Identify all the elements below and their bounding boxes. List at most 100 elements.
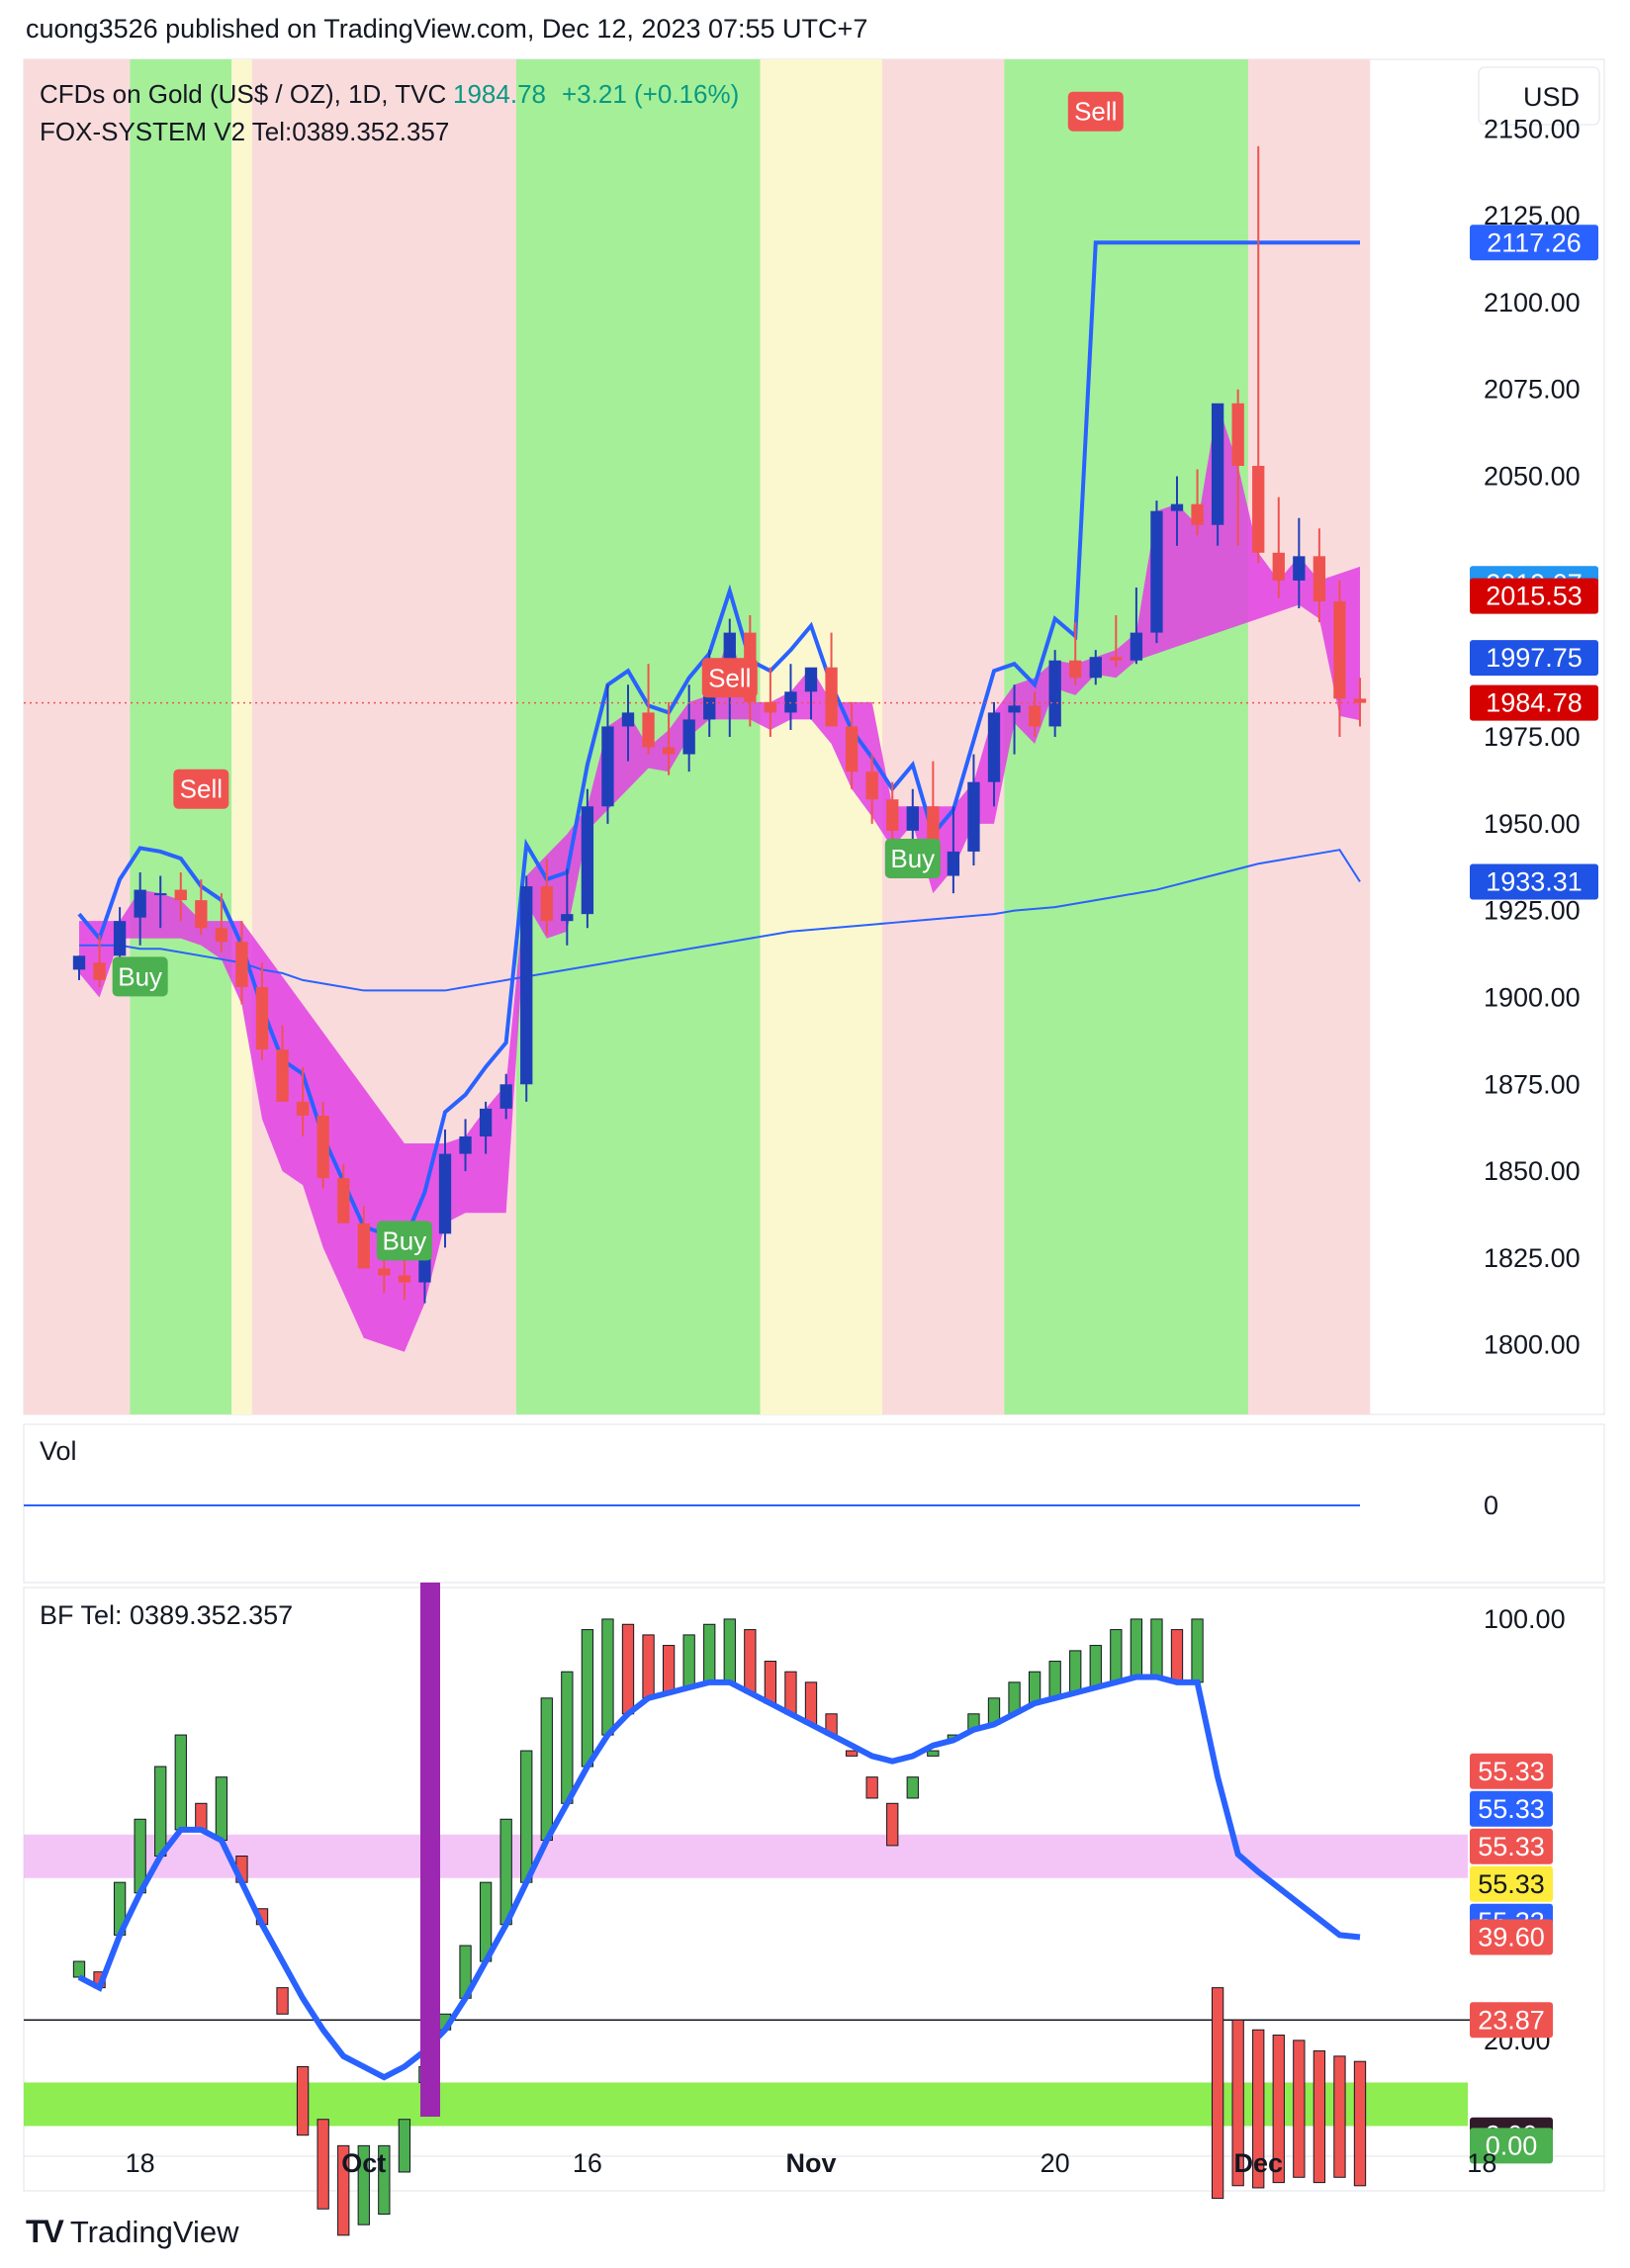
oscillator-bar	[520, 1750, 533, 1883]
candle-body	[235, 942, 248, 987]
oscillator-tag-label: 23.87	[1478, 2005, 1545, 2035]
background-zone	[24, 59, 131, 1414]
price-axis-label: 2050.00	[1484, 462, 1581, 492]
time-axis-label: 18	[126, 2148, 155, 2178]
candle-body	[296, 1101, 310, 1116]
oscillator-tag	[1470, 1919, 1553, 1955]
oscillator-bar	[1211, 1987, 1224, 2200]
volume-title: Vol	[40, 1436, 77, 1466]
indicator-cloud	[79, 403, 1360, 1352]
candle-body	[804, 667, 818, 692]
oscillator-tag	[1470, 2128, 1553, 2164]
oscillator-bar	[723, 1618, 736, 1683]
currency-label: USD	[1523, 82, 1580, 112]
oscillator-bar	[906, 1776, 919, 1799]
candle-body	[255, 986, 269, 1050]
price-axis-label: 1800.00	[1484, 1330, 1581, 1360]
price-axis-label: 2075.00	[1484, 375, 1581, 405]
tradingview-logo-icon: TV	[26, 2214, 64, 2249]
oscillator-bar	[540, 1697, 553, 1842]
oscillator-tag-label: 55.33	[1478, 1757, 1545, 1786]
candle-body	[357, 1223, 370, 1269]
oscillator-tag-label: 55.33	[1478, 1794, 1545, 1824]
candle-body	[1048, 660, 1061, 727]
candle-body	[337, 1178, 350, 1224]
oscillator-bar	[1313, 2050, 1326, 2184]
oscillator-bar	[845, 1750, 859, 1757]
price-tag	[1470, 684, 1598, 721]
price-axis-label: 1950.00	[1484, 809, 1581, 839]
candle-body	[1293, 556, 1306, 581]
candle-body	[1231, 403, 1244, 466]
price-tag	[1470, 578, 1598, 614]
candle-body	[947, 851, 960, 876]
price-axis-label: 1875.00	[1484, 1069, 1581, 1099]
candle-body	[703, 694, 716, 720]
oscillator-tag-label: 55.33	[1478, 1832, 1545, 1861]
candle-body	[1150, 510, 1163, 633]
signal-sell-badge	[1067, 91, 1124, 132]
oscillator-tag	[1470, 1828, 1553, 1864]
oscillator-bar	[317, 2119, 329, 2210]
candle-body	[764, 701, 777, 713]
oscillator-bar	[601, 1618, 614, 1736]
last-price-text: 1984.78	[453, 79, 546, 109]
oscillator-bar	[1069, 1650, 1082, 1693]
oscillator-tag-label: 39.60	[1478, 1923, 1545, 1952]
oscillator-bar	[581, 1629, 594, 1768]
oscillator-bar	[561, 1671, 574, 1804]
oscillator-bar	[1252, 2029, 1265, 2189]
oscillator-bar	[1170, 1629, 1184, 1683]
currency-box	[1478, 66, 1600, 126]
candle-body	[1252, 466, 1265, 553]
oscillator-bar	[378, 2144, 391, 2216]
vertical-marker	[420, 1583, 440, 2117]
oscillator-axis-label: 100.00	[1484, 1604, 1566, 1634]
oscillator-bar	[296, 2065, 310, 2136]
signal-sell-label: Sell	[1074, 97, 1117, 127]
oscillator-tag	[1470, 1865, 1553, 1902]
oscillator-tag	[1470, 1790, 1553, 1827]
time-axis-label: Nov	[785, 2148, 836, 2178]
candle-body	[1211, 403, 1224, 525]
price-tag-label: 2117.26	[1487, 227, 1582, 257]
price-tag-label: 1933.31	[1486, 866, 1583, 896]
candle-body	[215, 928, 228, 943]
candle-body	[1089, 657, 1102, 679]
trend-line	[77, 240, 1360, 1243]
price-tag	[1470, 863, 1598, 900]
oscillator-bar	[215, 1776, 228, 1842]
oscillator-bar	[499, 1818, 512, 1926]
price-change-text: +3.21 (+0.16%)	[562, 79, 739, 109]
candle-body	[1313, 556, 1326, 601]
candle-body	[561, 914, 574, 922]
time-axis-label: 18	[1467, 2148, 1496, 2178]
oscillator-bar	[1028, 1671, 1041, 1704]
oscillator-bar	[784, 1671, 797, 1715]
oscillator-bar	[337, 2144, 350, 2236]
oscillator-bar	[1150, 1618, 1163, 1678]
tradingview-brand[interactable]: TV TradingView	[26, 2214, 238, 2250]
candle-body	[317, 1115, 329, 1179]
oscillator-bar	[804, 1681, 818, 1725]
signal-buy-label: Buy	[890, 844, 935, 873]
time-axis-label: Oct	[341, 2148, 386, 2178]
candle-body	[499, 1084, 512, 1109]
price-axis-label: 1900.00	[1484, 982, 1581, 1012]
oscillator-bar	[1130, 1618, 1143, 1678]
published-caption: cuong3526 published on TradingView.com, …	[26, 14, 868, 44]
candle-body	[865, 771, 878, 800]
oscillator-bar	[276, 1987, 289, 2015]
price-axis-label: 1925.00	[1484, 896, 1581, 926]
signal-sell-label: Sell	[180, 774, 223, 804]
candle-body	[1069, 660, 1082, 679]
candle-body	[93, 962, 106, 980]
background-zone	[231, 59, 252, 1414]
oscillator-bar	[1089, 1645, 1102, 1688]
price-tag	[1470, 225, 1598, 261]
price-axis-label: 1850.00	[1484, 1156, 1581, 1186]
candle-body	[134, 889, 146, 918]
candle-body	[1353, 698, 1367, 703]
candle-body	[113, 921, 127, 956]
